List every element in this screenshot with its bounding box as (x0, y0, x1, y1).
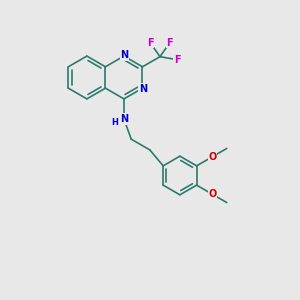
Text: H: H (111, 118, 118, 127)
Text: N: N (120, 50, 128, 60)
Text: F: F (167, 38, 173, 48)
Text: N: N (120, 114, 128, 124)
Text: F: F (174, 55, 180, 65)
Text: O: O (208, 189, 217, 200)
Text: N: N (139, 84, 147, 94)
Text: F: F (147, 38, 153, 48)
Text: O: O (208, 152, 217, 162)
